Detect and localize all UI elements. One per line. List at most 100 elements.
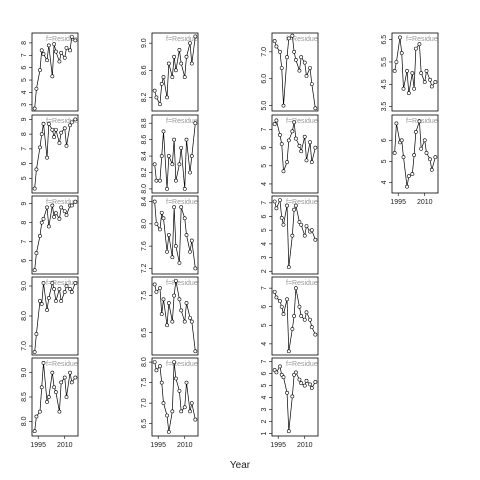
y-tick-label: 4	[261, 396, 268, 400]
y-tick-label: 3	[261, 408, 268, 412]
data-point	[302, 317, 307, 322]
data-point	[308, 317, 312, 322]
data-point	[274, 44, 279, 49]
data-point	[161, 297, 166, 302]
data-point	[309, 325, 314, 330]
data-point	[59, 299, 64, 303]
data-point	[32, 350, 37, 354]
data-point	[166, 429, 171, 434]
y-tick-label: 7	[261, 201, 268, 205]
data-point	[50, 74, 55, 79]
data-point	[413, 46, 418, 51]
y-tick-label: 5	[261, 384, 268, 388]
data-point	[159, 154, 164, 158]
x-tick-label: 2010	[57, 442, 73, 449]
y-tick-label: 7.5	[141, 291, 148, 301]
data-point	[272, 289, 277, 294]
panel-frame	[151, 114, 199, 194]
data-point	[433, 80, 438, 84]
y-tick-label: 4	[381, 180, 388, 184]
data-point	[410, 71, 415, 76]
data-point	[172, 54, 177, 59]
strip-label: f=Residue	[286, 199, 318, 206]
y-tick-label: 6	[261, 305, 268, 309]
data-point	[32, 186, 37, 191]
data-point	[62, 55, 67, 60]
x-tick-label: 2010	[297, 442, 313, 449]
strip-label: f=Residue	[46, 199, 78, 206]
strip-label: f=Residue	[406, 36, 438, 43]
data-point	[182, 319, 187, 324]
data-point	[182, 405, 187, 410]
y-tick-label: 6.5	[141, 328, 148, 338]
y-tick-label: 4	[261, 342, 268, 346]
y-tick-label: 3	[261, 256, 268, 260]
data-point	[34, 414, 39, 419]
data-point	[297, 143, 302, 148]
y-tick-label: 9	[21, 117, 28, 121]
data-point	[166, 301, 171, 305]
y-tick-label: 8.4	[141, 197, 148, 207]
panel-frame	[31, 114, 79, 194]
panel-frame	[271, 32, 319, 112]
data-point	[302, 60, 307, 65]
data-point	[158, 102, 162, 107]
data-point	[292, 49, 297, 54]
data-point	[428, 77, 432, 82]
data-point	[68, 370, 72, 375]
y-tick-label: 3	[21, 103, 28, 107]
data-point	[398, 35, 402, 40]
data-point	[299, 314, 304, 318]
data-point	[313, 380, 318, 384]
data-point	[59, 380, 64, 385]
data-point	[429, 167, 434, 172]
data-point	[154, 368, 159, 373]
strip-label: f=Residue	[46, 361, 78, 368]
panel-frame	[271, 195, 319, 275]
y-tick-label: 6	[21, 259, 28, 263]
data-point	[73, 117, 78, 122]
data-point	[274, 206, 279, 211]
data-point	[281, 103, 286, 108]
data-point	[57, 409, 62, 414]
data-point	[417, 119, 422, 124]
data-point	[41, 281, 46, 285]
data-point	[158, 286, 162, 291]
data-point	[184, 54, 189, 59]
data-point	[38, 409, 42, 414]
data-point	[419, 146, 424, 151]
strip-label: f=Residue	[46, 118, 78, 125]
data-point	[32, 429, 37, 434]
data-point	[399, 51, 404, 55]
data-point	[179, 205, 184, 210]
panel-frame	[151, 195, 199, 275]
data-point	[34, 251, 39, 255]
data-point	[53, 211, 58, 216]
data-point	[39, 132, 44, 137]
data-point	[189, 61, 194, 66]
data-point	[45, 155, 49, 160]
y-tick-label: 8.0	[141, 219, 148, 229]
data-point	[69, 120, 74, 125]
data-point	[41, 216, 46, 221]
data-point	[278, 198, 282, 203]
data-point	[419, 71, 424, 76]
panel-frame	[391, 32, 439, 112]
panel-frame	[271, 357, 319, 437]
data-point	[290, 129, 295, 134]
panel-frame	[271, 276, 319, 356]
data-point	[290, 394, 295, 399]
data-point	[286, 349, 291, 354]
data-point	[304, 310, 309, 315]
data-point	[62, 375, 67, 380]
data-point	[406, 91, 411, 96]
data-point	[172, 205, 177, 210]
data-point	[46, 121, 51, 126]
data-point	[394, 60, 399, 64]
data-point	[159, 380, 164, 385]
data-point	[290, 233, 295, 238]
data-point	[285, 160, 289, 165]
data-point	[304, 158, 309, 163]
data-point	[154, 95, 159, 100]
panel-frame	[151, 357, 199, 437]
